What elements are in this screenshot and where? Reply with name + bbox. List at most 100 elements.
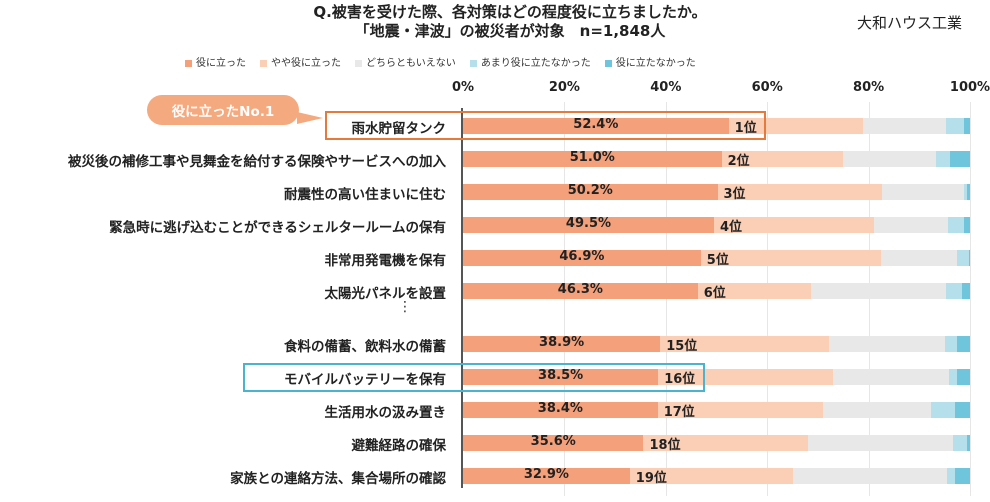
rank-label: 17位: [663, 405, 695, 420]
bar-segment: [833, 369, 949, 385]
rank-label: 5位: [706, 253, 729, 268]
rank-label: 4位: [719, 220, 742, 235]
x-tick-label: 40%: [650, 80, 682, 95]
legend-swatch: [355, 59, 362, 67]
bar-segment: [463, 217, 714, 233]
rank-label: 15位: [666, 339, 698, 354]
bar-segment: [948, 369, 958, 385]
bar-segment: [643, 435, 809, 451]
bar-segment: [793, 468, 948, 484]
bar-segment: [957, 369, 970, 385]
bar-segment: [629, 468, 794, 484]
category-label: 被災後の補修工事や見舞金を給付する保険やサービスへの加入: [68, 154, 446, 170]
x-tick-label: 80%: [853, 80, 885, 95]
rank-label: 19位: [635, 471, 667, 486]
bar-segment: [947, 217, 965, 233]
ellipsis-marker: ⋮: [398, 299, 412, 315]
stacked-bar: [463, 151, 970, 167]
category-label: 食料の備蓄、飲料水の備蓄: [284, 339, 446, 355]
bar-segment: [946, 283, 963, 299]
callout-badge: 役に立ったNo.1: [147, 95, 299, 125]
category-label: 太陽光パネルを設置: [324, 286, 447, 302]
data-label: 38.4%: [537, 401, 583, 416]
bar-segment: [931, 402, 956, 418]
legend-item: やや役に立った: [260, 54, 341, 69]
bar-segment: [697, 283, 812, 299]
bar-segment: [963, 118, 970, 134]
bar-segment: [946, 118, 964, 134]
category-label: 雨水貯留タンク: [351, 121, 447, 137]
category-label: 家族との連絡方法、集合場所の確認: [230, 471, 446, 487]
category-label: 緊急時に逃げ込むことができるシェルタールームの保有: [109, 220, 446, 236]
bar-segment: [957, 250, 969, 266]
bar-segment: [949, 151, 970, 167]
data-label: 32.9%: [523, 467, 569, 482]
gridline: [665, 102, 667, 496]
bar-segment: [843, 151, 936, 167]
bar-segment: [463, 435, 644, 451]
data-label: 51.0%: [569, 150, 615, 165]
bar-segment: [863, 118, 947, 134]
bar-segment: [463, 118, 729, 134]
bar-segment: [952, 435, 967, 451]
legend-label: あまり役に立たなかった: [480, 58, 591, 69]
bar-segment: [463, 283, 698, 299]
bar-segment: [947, 468, 956, 484]
category-label: 避難経路の確保: [351, 438, 447, 454]
stacked-bar: [463, 468, 970, 484]
callout-tail: [297, 112, 323, 124]
bar-segment: [968, 250, 970, 266]
legend-label: やや役に立った: [271, 58, 341, 69]
bar-segment: [966, 184, 970, 200]
category-label: 非常用発電機を保有: [324, 253, 447, 269]
bar-segment: [945, 336, 958, 352]
rank-label: 6位: [703, 286, 726, 301]
bar-segment: [658, 369, 834, 385]
bar-segment: [700, 250, 882, 266]
bar-segment: [463, 402, 658, 418]
bar-segment: [717, 184, 882, 200]
bar-segment: [463, 250, 701, 266]
legend-label: 役に立った: [196, 58, 246, 69]
bar-segment: [463, 151, 722, 167]
legend-item: 役に立った: [185, 54, 246, 69]
stacked-bar: [463, 336, 970, 352]
data-label: 49.5%: [565, 216, 612, 231]
chart-title: Q.被害を受けた際、各対策はどの程度役に立ちましたか。: [313, 3, 707, 21]
bar-segment: [955, 468, 970, 484]
data-label: 46.3%: [557, 282, 603, 297]
bar-segment: [966, 435, 970, 451]
data-label: 52.4%: [573, 117, 619, 132]
legend-swatch: [185, 59, 192, 67]
legend-item: 役に立たなかった: [604, 54, 696, 69]
bar-segment: [873, 217, 948, 233]
stacked-bar: [463, 435, 970, 451]
bar-segment: [829, 336, 946, 352]
bar-segment: [822, 402, 932, 418]
bar-segment: [660, 336, 830, 352]
stacked-bar: [463, 217, 970, 233]
stacked-bar: [463, 184, 970, 200]
bar-segment: [808, 435, 953, 451]
data-label: 38.5%: [538, 368, 584, 383]
stacked-bar: [463, 283, 970, 299]
category-label: 生活用水の汲み置き: [324, 405, 447, 421]
bar-segment: [964, 217, 970, 233]
rank-label: 3位: [723, 187, 746, 202]
legend-label: 役に立たなかった: [615, 58, 696, 69]
bar-segment: [881, 184, 964, 200]
legend-swatch: [469, 59, 477, 67]
bar-segment: [721, 151, 844, 167]
bar-segment: [713, 217, 874, 233]
bar-segment: [957, 336, 970, 352]
rank-label: 16位: [664, 372, 696, 387]
highlight-top-rank: [325, 111, 766, 140]
gridline: [564, 102, 566, 496]
stacked-bar: [463, 250, 970, 266]
y-axis-line: [461, 108, 463, 488]
rank-label: 2位: [727, 154, 750, 169]
stacked-bar: [463, 402, 970, 418]
bar-segment: [935, 151, 950, 167]
bar-segment: [657, 402, 823, 418]
stacked-bar: [463, 118, 970, 134]
